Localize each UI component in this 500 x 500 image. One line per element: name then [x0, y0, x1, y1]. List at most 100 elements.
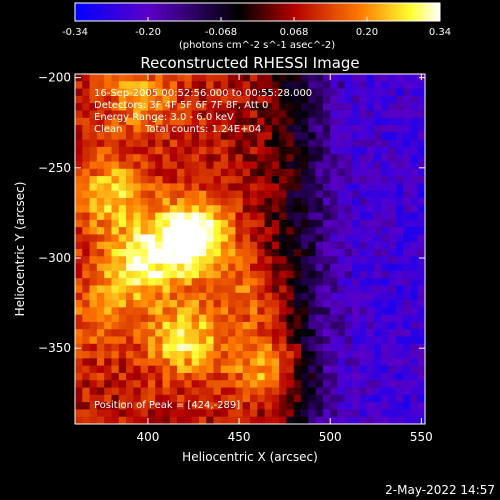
heatmap-cell [381, 219, 390, 228]
heatmap-cell [403, 241, 411, 250]
heatmap-cell [417, 205, 425, 214]
heatmap-cell [140, 270, 149, 279]
heatmap-cell [403, 190, 411, 199]
heatmap-cell [184, 176, 193, 184]
heatmap-cell [322, 358, 331, 367]
heatmap-cell [271, 154, 280, 162]
heatmap-cell [322, 241, 331, 250]
heatmap-cell [75, 241, 83, 250]
heatmap-cell [301, 278, 309, 286]
heatmap-cell [104, 380, 112, 389]
heatmap-cell [147, 146, 156, 155]
heatmap-cell [315, 234, 324, 243]
heatmap-cell [264, 343, 273, 352]
heatmap-cell [344, 358, 353, 367]
heatmap-cell [162, 343, 171, 352]
heatmap-cell [293, 387, 302, 396]
heatmap-cell [162, 168, 171, 177]
heatmap-cell [228, 336, 236, 345]
heatmap-cell [286, 278, 295, 286]
heatmap-cell [82, 132, 91, 141]
heatmap-cell [169, 95, 178, 104]
heatmap-cell [308, 205, 317, 214]
heatmap-cell [104, 365, 112, 374]
heatmap-cell [322, 81, 331, 90]
heatmap-cell [250, 285, 258, 294]
heatmap-cell [242, 103, 251, 111]
heatmap-cell [381, 263, 390, 272]
heatmap-cell [352, 219, 360, 228]
heatmap-cell [147, 139, 156, 148]
heatmap-cell [308, 380, 317, 389]
heatmap-cell [308, 139, 317, 148]
heatmap-cell [162, 95, 171, 104]
heatmap-cell [162, 307, 171, 316]
heatmap-cell [366, 176, 375, 184]
heatmap-cell [206, 132, 215, 141]
heatmap-cell [293, 234, 302, 243]
heatmap-cell [286, 365, 295, 374]
heatmap-cell [235, 329, 244, 337]
heatmap-cell [301, 81, 309, 90]
heatmap-cell [235, 234, 244, 243]
heatmap-cell [264, 256, 273, 265]
heatmap-cell [140, 88, 149, 97]
heatmap-cell [75, 409, 83, 418]
y-tick-label: −250 [38, 161, 71, 175]
heatmap-cell [191, 387, 200, 396]
heatmap-cell [410, 125, 419, 133]
heatmap-cell [118, 416, 127, 424]
heatmap-cell [177, 409, 185, 418]
heatmap-cell [286, 416, 295, 424]
heatmap-cell [301, 365, 309, 374]
heatmap-cell [213, 387, 222, 396]
heatmap-cell [337, 256, 346, 265]
heatmap-cell [250, 168, 258, 177]
heatmap-cell [155, 103, 163, 111]
heatmap-cell [301, 256, 309, 265]
heatmap-cell [198, 241, 207, 250]
heatmap-cell [301, 387, 309, 396]
heatmap-cell [184, 416, 193, 424]
heatmap-cell [75, 103, 83, 111]
heatmap-cell [381, 278, 390, 286]
heatmap-cell [308, 125, 317, 133]
heatmap-cell [337, 292, 346, 301]
heatmap-cell [220, 205, 229, 214]
heatmap-cell [206, 234, 215, 243]
heatmap-cell [271, 146, 280, 155]
heatmap-cell [257, 241, 266, 250]
heatmap-cell [228, 256, 236, 265]
heatmap-cell [140, 278, 149, 286]
heatmap-cell [359, 329, 368, 337]
heatmap-cell [381, 307, 390, 316]
heatmap-cell [147, 227, 156, 235]
heatmap-cell [169, 125, 178, 133]
heatmap-cell [315, 95, 324, 104]
heatmap-cell [403, 139, 411, 148]
heatmap-cell [184, 285, 193, 294]
heatmap-cell [337, 394, 346, 403]
heatmap-cell [133, 409, 142, 418]
heatmap-cell [308, 270, 317, 279]
heatmap-cell [235, 387, 244, 396]
heatmap-cell [271, 234, 280, 243]
heatmap-cell [147, 117, 156, 126]
heatmap-cell [228, 249, 236, 257]
heatmap-cell [177, 372, 185, 381]
colorbar-unit: (photons cm^-2 s^-1 asec^-2) [179, 40, 335, 51]
heatmap-cell [162, 351, 171, 359]
heatmap-cell [330, 161, 338, 170]
heatmap-cell [126, 219, 134, 228]
heatmap-cell [308, 394, 317, 403]
heatmap-cell [89, 358, 98, 367]
heatmap-cell [322, 95, 331, 104]
heatmap-cell [250, 205, 258, 214]
heatmap-cell [198, 95, 207, 104]
heatmap-cell [111, 314, 120, 323]
heatmap-cell [359, 205, 368, 214]
heatmap-cell [118, 168, 127, 177]
heatmap-cell [169, 372, 178, 381]
heatmap-cell [301, 329, 309, 337]
heatmap-cell [184, 314, 193, 323]
